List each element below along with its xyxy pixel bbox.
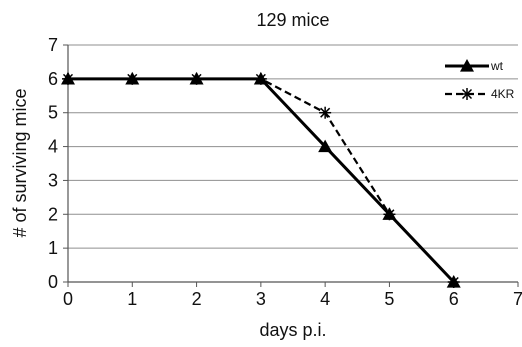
legend-marker-shape-4kr [461, 88, 473, 100]
x-tick-label: 1 [127, 289, 137, 309]
y-axis-label: # of surviving mice [10, 88, 30, 237]
legend-marker-wt [460, 59, 474, 72]
y-tick-label: 2 [48, 204, 58, 224]
x-tick-label: 2 [192, 289, 202, 309]
series-layer [61, 71, 461, 288]
chart-title: 129 mice [256, 10, 329, 30]
data-point-4kr [447, 276, 460, 288]
y-tick-label: 3 [48, 170, 58, 190]
x-tick-label: 6 [449, 289, 459, 309]
data-point-wt [318, 139, 333, 153]
y-tick-label: 7 [48, 35, 58, 55]
tick-labels: 0 1 2 3 4 5 6 7 0 1 2 3 4 5 6 7 [48, 35, 522, 309]
legend-marker-shape-wt [460, 59, 474, 72]
x-tick-label: 4 [320, 289, 330, 309]
legend-item-wt: wt [445, 59, 504, 73]
data-point-4kr [62, 72, 74, 85]
y-tick-label: 6 [48, 69, 58, 89]
data-point-4kr [383, 208, 396, 221]
y-tick-label: 1 [48, 238, 58, 258]
axes [63, 44, 519, 287]
legend-label-wt: wt [490, 59, 504, 73]
x-axis-label: days p.i. [259, 320, 326, 340]
data-point-4kr [319, 106, 332, 119]
data-point-4kr [254, 72, 267, 85]
x-tick-label: 5 [384, 289, 394, 309]
legend: wt 4KR [445, 59, 515, 101]
x-tick-label: 7 [513, 289, 522, 309]
legend-marker-4kr [461, 88, 473, 100]
legend-label-4kr: 4KR [491, 87, 515, 101]
y-tick-label: 0 [48, 272, 58, 292]
x-tick-label: 0 [63, 289, 73, 309]
data-point-4kr [190, 72, 203, 85]
y-tick-label: 4 [48, 137, 58, 157]
y-tick-label: 5 [48, 103, 58, 123]
data-point-4kr [126, 72, 139, 85]
legend-item-4kr: 4KR [445, 87, 515, 101]
x-tick-label: 3 [256, 289, 266, 309]
